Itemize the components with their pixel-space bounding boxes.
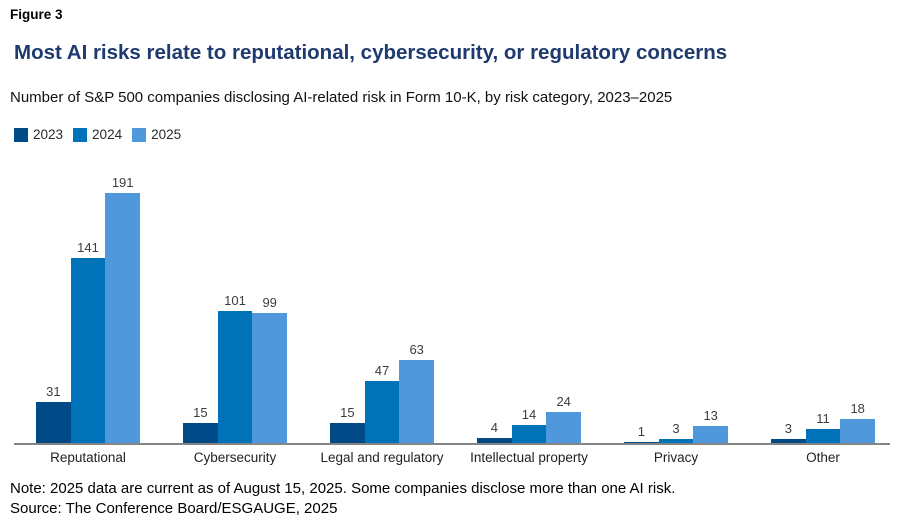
chart-subtitle: Number of S&P 500 companies disclosing A…: [10, 89, 673, 106]
bar-2023-reputational: [36, 402, 71, 443]
grouped-bar-chart: 31 141 191 Reputational 15 101 99 Cybersecurity…: [14, 168, 890, 465]
category-label-legal-and-regulatory: Legal and regulatory: [320, 450, 444, 465]
legend-item-2023: 2023: [14, 127, 63, 142]
bar-2023-intellectual-property: [477, 437, 512, 443]
bar-column-2024-privacy: 3: [658, 421, 694, 443]
legend-swatch-2024: [73, 127, 88, 142]
bar-column-2024-intellectual-property: 14: [511, 406, 547, 443]
bar-value-label-2025-legal-and-regulatory: 63: [409, 342, 424, 358]
bar-column-2023-reputational: 31: [36, 384, 71, 443]
bar-2024-intellectual-property: [511, 424, 547, 443]
bar-2024-legal-and-regulatory: [364, 381, 400, 443]
bar-2024-privacy: [658, 439, 694, 443]
source-text: Source: The Conference Board/ESGAUGE, 20…: [10, 500, 338, 517]
bar-column-2025-privacy: 13: [693, 407, 729, 443]
bar-2023-other: [771, 439, 806, 443]
bar-value-label-2023-other: 3: [784, 421, 792, 437]
bar-2023-cybersecurity: [183, 423, 218, 443]
bar-group-legal-and-regulatory: 15 47 63: [330, 342, 435, 443]
bar-column-2023-cybersecurity: 15: [183, 405, 218, 443]
category-label-other: Other: [806, 450, 840, 465]
bar-value-label-2024-cybersecurity: 101: [224, 292, 246, 308]
bar-value-label-2023-legal-and-regulatory: 15: [340, 405, 355, 421]
bar-group-intellectual-property: 4 14 24: [477, 393, 582, 443]
x-axis-line: [14, 443, 890, 445]
figure-label: Figure 3: [10, 7, 63, 22]
chart-title: Most AI risks relate to reputational, cy…: [14, 41, 728, 64]
bar-value-label-2023-cybersecurity: 15: [193, 405, 208, 421]
bar-group-other: 3 11 18: [771, 401, 876, 443]
bar-value-label-2023-intellectual-property: 4: [490, 419, 498, 435]
category-label-reputational: Reputational: [50, 450, 126, 465]
bar-column-2023-intellectual-property: 4: [477, 420, 512, 443]
bar-group-reputational: 31 141 191: [36, 174, 141, 443]
bar-column-2025-reputational: 191: [105, 174, 141, 443]
category-label-privacy: Privacy: [653, 450, 699, 465]
bar-2024-other: [805, 428, 841, 443]
bar-column-2023-legal-and-regulatory: 15: [330, 405, 365, 443]
category-label-intellectual-property: Intellectual property: [470, 450, 588, 465]
bar-2023-legal-and-regulatory: [330, 423, 365, 443]
bar-column-2025-legal-and-regulatory: 63: [399, 342, 435, 443]
legend-swatch-2023: [14, 127, 28, 142]
bar-column-2023-other: 3: [771, 421, 806, 443]
bar-column-2025-intellectual-property: 24: [546, 393, 582, 443]
note-text: Note: 2025 data are current as of August…: [10, 480, 676, 497]
bar-column-2024-other: 11: [805, 410, 841, 443]
bar-value-label-2023-reputational: 31: [46, 384, 61, 400]
bar-value-label-2024-reputational: 141: [77, 240, 99, 256]
bar-value-label-2025-other: 18: [850, 401, 865, 417]
bar-column-2025-other: 18: [840, 401, 876, 443]
bar-group-cybersecurity: 15 101 99: [183, 292, 288, 443]
bar-value-label-2024-privacy: 3: [672, 421, 680, 437]
bar-2025-privacy: [693, 425, 729, 443]
legend-item-2024: 2024: [73, 127, 122, 142]
bar-value-label-2023-privacy: 1: [637, 423, 645, 439]
bar-column-2023-privacy: 1: [624, 424, 659, 443]
legend-swatch-2025: [132, 127, 147, 142]
bar-column-2024-cybersecurity: 101: [217, 292, 253, 443]
bar-value-label-2025-intellectual-property: 24: [556, 393, 571, 409]
bar-2025-legal-and-regulatory: [399, 360, 435, 443]
bar-value-label-2025-privacy: 13: [703, 407, 718, 423]
bar-value-label-2024-legal-and-regulatory: 47: [374, 363, 390, 379]
bar-value-label-2025-cybersecurity: 99: [262, 295, 277, 311]
legend-label-2025: 2025: [151, 127, 182, 142]
category-label-cybersecurity: Cybersecurity: [193, 450, 277, 465]
legend-label-2023: 2023: [33, 127, 64, 142]
bar-2025-cybersecurity: [252, 313, 288, 443]
bar-2024-cybersecurity: [217, 310, 253, 443]
bar-2025-reputational: [105, 192, 141, 443]
bar-2023-privacy: [624, 441, 659, 443]
bar-column-2024-legal-and-regulatory: 47: [364, 363, 400, 443]
bar-column-2024-reputational: 141: [70, 240, 106, 443]
bar-value-label-2024-intellectual-property: 14: [521, 406, 537, 422]
legend: 2023 2024 2025: [14, 127, 181, 142]
bar-column-2025-cybersecurity: 99: [252, 295, 288, 443]
bar-2024-reputational: [70, 258, 106, 443]
bar-group-privacy: 1 3 13: [624, 407, 729, 443]
legend-item-2025: 2025: [132, 127, 181, 142]
bar-value-label-2024-other: 11: [816, 410, 830, 426]
bar-2025-intellectual-property: [546, 411, 582, 443]
bar-2025-other: [840, 419, 876, 443]
bar-value-label-2025-reputational: 191: [111, 174, 134, 190]
legend-label-2024: 2024: [92, 127, 123, 142]
